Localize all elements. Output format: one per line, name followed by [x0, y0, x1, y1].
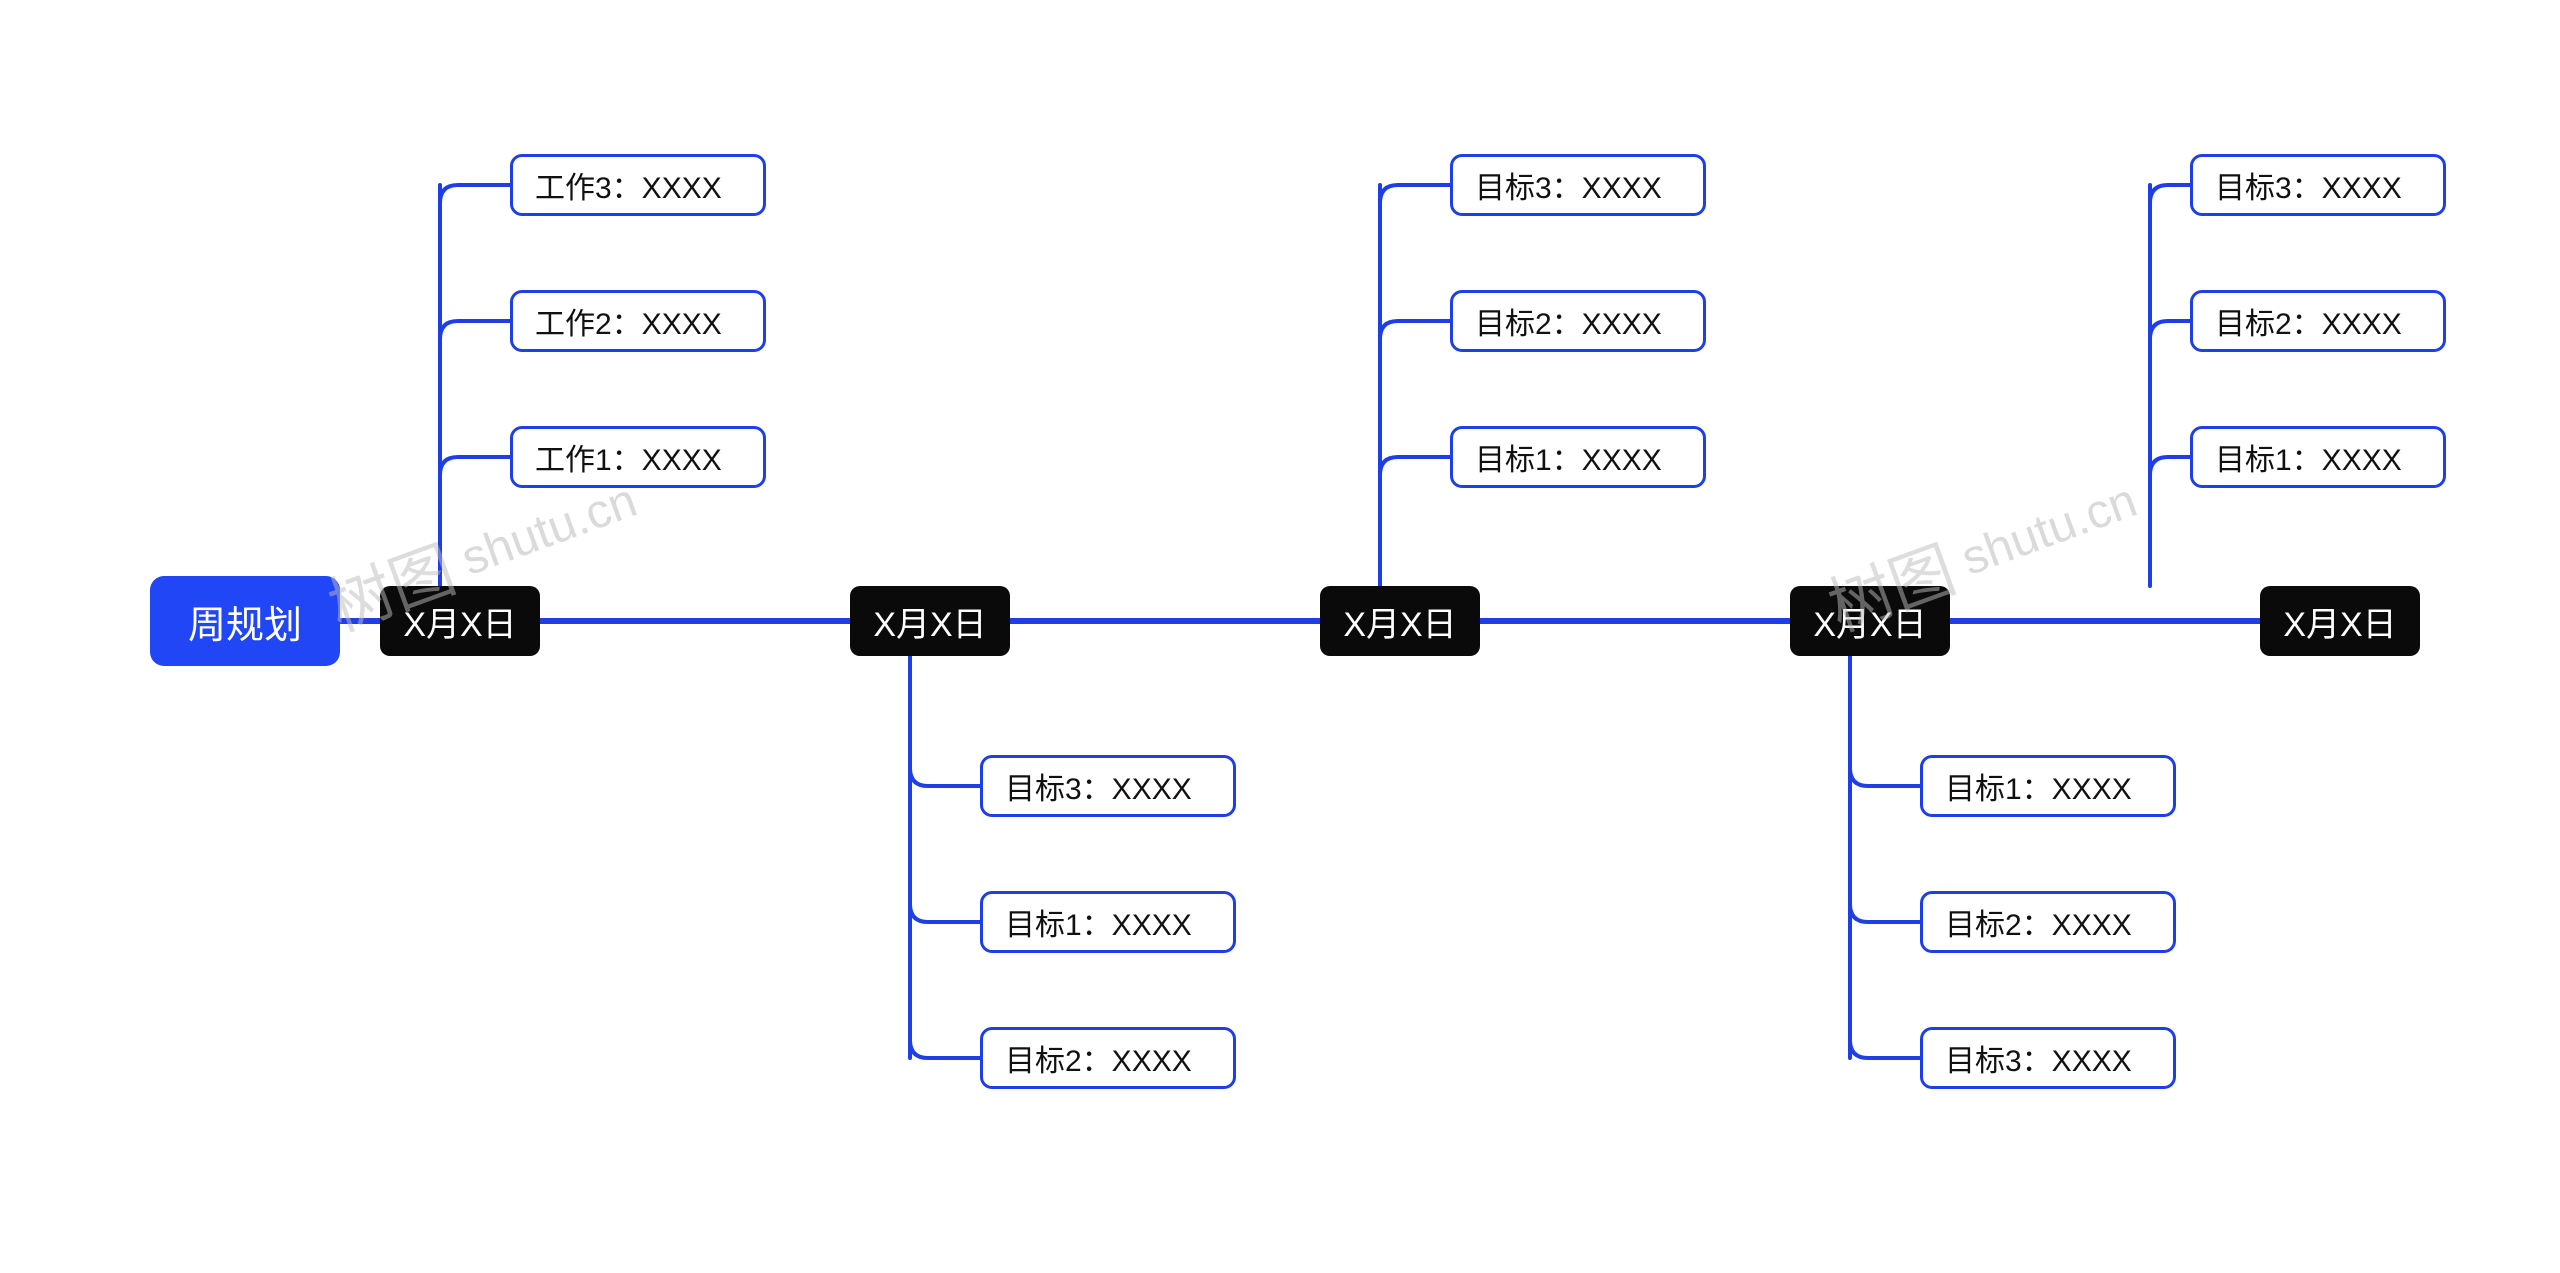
- leaf-node: 目标1：XXXX: [1450, 426, 1706, 488]
- leaf-node: 目标2：XXXX: [980, 1027, 1236, 1089]
- leaf-node: 目标3：XXXX: [1920, 1027, 2176, 1089]
- leaf-node: 目标3：XXXX: [2190, 154, 2446, 216]
- leaf-node: 工作2：XXXX: [510, 290, 766, 352]
- day-node: X月X日: [380, 586, 540, 656]
- root-node: 周规划: [150, 576, 340, 666]
- leaf-node: 工作1：XXXX: [510, 426, 766, 488]
- leaf-node: 目标2：XXXX: [2190, 290, 2446, 352]
- leaf-node: 目标1：XXXX: [980, 891, 1236, 953]
- leaf-node: 目标2：XXXX: [1450, 290, 1706, 352]
- leaf-node: 工作3：XXXX: [510, 154, 766, 216]
- leaf-node: 目标1：XXXX: [2190, 426, 2446, 488]
- leaf-node: 目标3：XXXX: [1450, 154, 1706, 216]
- leaf-node: 目标2：XXXX: [1920, 891, 2176, 953]
- day-node: X月X日: [2260, 586, 2420, 656]
- leaf-node: 目标1：XXXX: [1920, 755, 2176, 817]
- day-node: X月X日: [850, 586, 1010, 656]
- day-node: X月X日: [1320, 586, 1480, 656]
- leaf-node: 目标3：XXXX: [980, 755, 1236, 817]
- day-node: X月X日: [1790, 586, 1950, 656]
